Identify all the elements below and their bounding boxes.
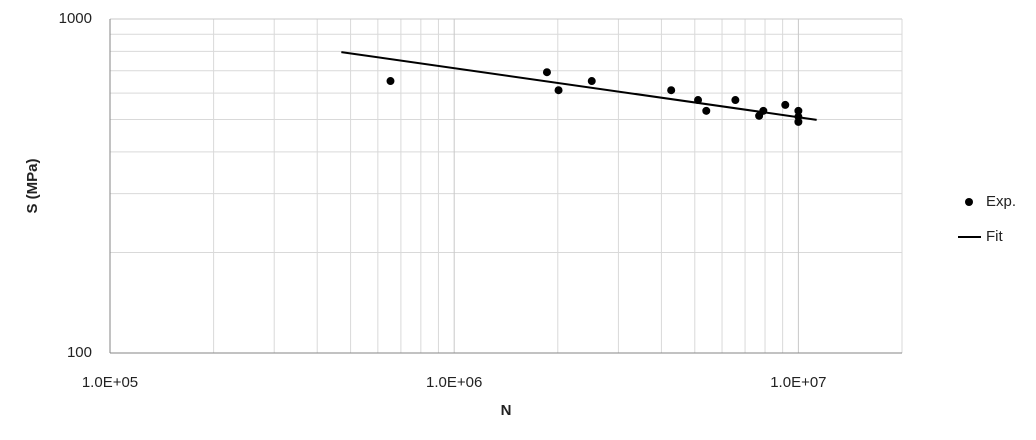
y-tick-label: 1000 xyxy=(59,10,92,27)
y-tick-label: 100 xyxy=(67,344,92,361)
legend-label: Fit xyxy=(986,228,1003,245)
x-tick-label: 1.0E+06 xyxy=(426,374,482,391)
x-axis-title: N xyxy=(501,402,512,419)
data-point xyxy=(542,68,551,77)
data-point xyxy=(794,117,803,126)
y-axis-title: S (MPa) xyxy=(24,158,41,213)
legend-label: Exp. xyxy=(986,193,1016,210)
data-point xyxy=(386,77,395,86)
data-point xyxy=(731,96,740,105)
data-point xyxy=(794,106,803,115)
fit-line xyxy=(341,51,817,121)
data-point xyxy=(702,106,711,115)
legend-marker xyxy=(965,198,973,206)
data-point xyxy=(554,86,563,95)
x-tick-label: 1.0E+05 xyxy=(82,374,138,391)
x-tick-label: 1.0E+07 xyxy=(770,374,826,391)
data-point xyxy=(667,86,676,95)
data-point xyxy=(781,100,790,109)
data-point xyxy=(587,77,596,86)
